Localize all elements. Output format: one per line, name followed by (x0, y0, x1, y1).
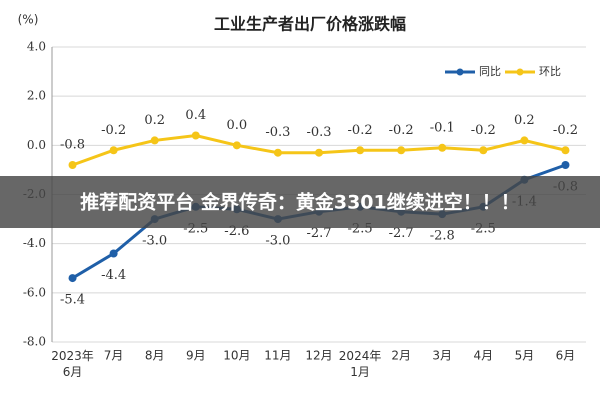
x-tick-label: 9月 (186, 349, 206, 363)
data-point (109, 146, 118, 155)
data-point (68, 161, 77, 169)
data-point (438, 143, 447, 152)
data-point (520, 136, 529, 145)
data-label: -0.2 (471, 123, 496, 138)
y-tick-label: -8.0 (23, 335, 46, 349)
data-point (479, 146, 488, 155)
x-tick-label: 10月 (223, 349, 250, 363)
data-label: 0.0 (227, 118, 248, 133)
data-point (561, 146, 570, 155)
x-tick-label: 12月 (305, 349, 332, 363)
data-label: -3.0 (265, 234, 290, 249)
legend-label: 同比 (479, 65, 501, 78)
data-point (150, 136, 159, 145)
y-axis-label: (%) (18, 13, 39, 27)
banner-background (0, 176, 600, 228)
data-label: -0.2 (101, 123, 126, 138)
x-tick-label: 2023年 6月 (51, 349, 94, 379)
data-label: -3.0 (142, 234, 167, 249)
y-tick-label: 0.0 (27, 138, 46, 152)
data-label: -0.2 (348, 123, 373, 138)
data-label: -0.3 (306, 125, 331, 140)
x-tick-label: 5月 (515, 349, 535, 363)
data-label: -0.3 (265, 125, 290, 140)
x-tick-label: 4月 (473, 349, 493, 363)
data-point (397, 146, 406, 155)
y-tick-label: -4.0 (23, 236, 46, 250)
data-label: -5.4 (60, 293, 85, 308)
banner-text: 推荐配资平台 金界传奇：黄金3301继续进空！！！ (80, 191, 520, 214)
data-label: -0.2 (389, 123, 414, 138)
data-point (273, 148, 282, 157)
data-label: 0.2 (144, 113, 165, 128)
data-label: 0.4 (185, 108, 206, 123)
x-tick-label: 8月 (145, 349, 165, 363)
x-tick-label: 11月 (264, 349, 291, 363)
data-label: 0.2 (514, 113, 535, 128)
data-point (191, 131, 200, 140)
data-point (109, 249, 118, 258)
legend-marker (516, 68, 524, 76)
data-label: -0.8 (60, 138, 85, 153)
legend-marker (456, 68, 464, 76)
y-tick-label: 4.0 (27, 40, 46, 54)
data-point (356, 146, 365, 155)
data-label: -2.8 (430, 229, 455, 244)
y-tick-label: -6.0 (23, 285, 46, 299)
x-tick-label: 2月 (391, 349, 411, 363)
x-tick-label: 7月 (104, 349, 124, 363)
data-point (315, 148, 323, 157)
x-tick-label: 6月 (556, 349, 576, 363)
data-label: -2.7 (306, 226, 331, 241)
data-point (68, 274, 77, 283)
data-point (561, 161, 570, 169)
x-tick-label: 3月 (432, 349, 452, 363)
data-label: -0.1 (430, 120, 455, 135)
x-tick-label: 2024年 1月 (339, 349, 382, 379)
data-label: -4.4 (101, 268, 126, 283)
data-label: -0.2 (553, 123, 578, 138)
chart-title: 工业生产者出厂价格涨跌幅 (214, 15, 406, 34)
data-label: -2.7 (389, 226, 414, 241)
data-point (232, 141, 241, 150)
y-tick-label: 2.0 (27, 89, 46, 103)
legend-label: 环比 (539, 65, 561, 78)
